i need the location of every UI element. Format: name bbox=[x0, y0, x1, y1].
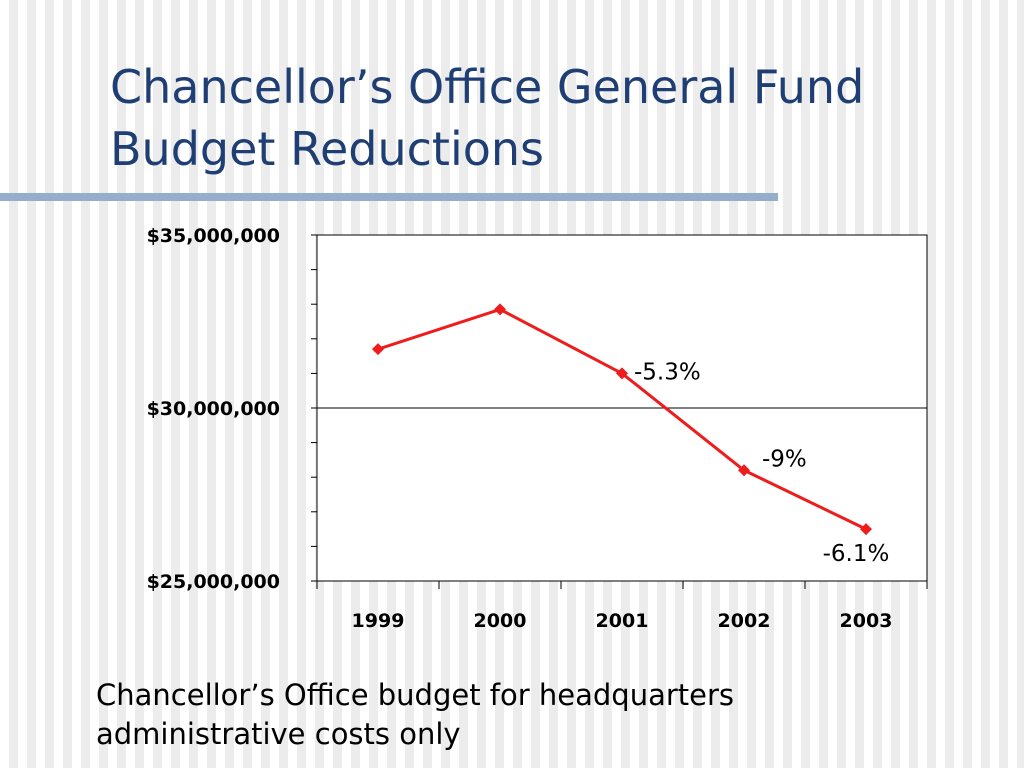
data-point-marker bbox=[738, 464, 750, 477]
x-tick-label: 2002 bbox=[718, 610, 771, 632]
data-point-marker bbox=[494, 303, 506, 316]
x-tick-label: 2001 bbox=[596, 610, 649, 632]
data-label: -9% bbox=[762, 446, 807, 472]
x-tick-label: 2003 bbox=[840, 610, 893, 632]
y-tick-label: $35,000,000 bbox=[147, 225, 280, 247]
slide-caption: Chancellor’s Office budget for headquart… bbox=[96, 676, 896, 754]
title-line-2: Budget Reductions bbox=[110, 122, 544, 176]
slide-title: Chancellor’s Office General Fund Budget … bbox=[110, 56, 990, 180]
data-point-marker bbox=[860, 523, 872, 536]
y-tick-label: $25,000,000 bbox=[147, 571, 280, 593]
data-point-marker bbox=[372, 343, 384, 356]
data-point-marker bbox=[616, 367, 628, 380]
y-tick-label: $30,000,000 bbox=[147, 398, 280, 420]
title-underline bbox=[0, 193, 778, 201]
x-tick-label: 1999 bbox=[352, 610, 405, 632]
caption-line-1: Chancellor’s Office budget for headquart… bbox=[96, 678, 735, 712]
data-label: -5.3% bbox=[634, 359, 701, 385]
data-label: -6.1% bbox=[823, 541, 890, 567]
title-line-1: Chancellor’s Office General Fund bbox=[110, 60, 865, 114]
x-tick-label: 2000 bbox=[474, 610, 527, 632]
caption-line-2: administrative costs only bbox=[96, 717, 461, 751]
